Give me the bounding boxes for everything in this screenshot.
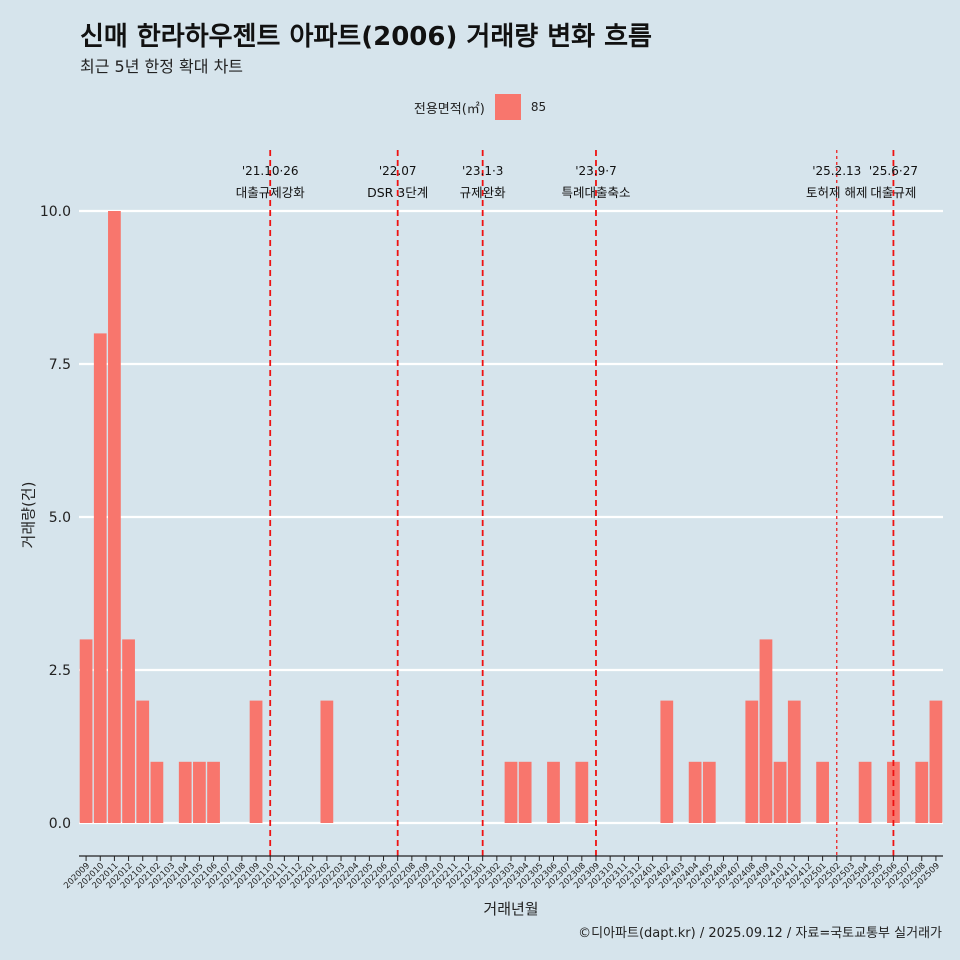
bar — [915, 761, 929, 823]
y-tick-label: 0.0 — [49, 816, 71, 832]
bar — [320, 700, 334, 823]
bar — [150, 761, 164, 823]
bar — [79, 639, 93, 823]
bar — [702, 761, 716, 823]
bar — [745, 700, 759, 823]
chart-subtitle: 최근 5년 한정 확대 차트 — [80, 57, 244, 76]
legend: 전용면적(㎡) 85 — [0, 92, 960, 122]
bar — [504, 761, 518, 823]
y-axis-label: 거래량(건) — [19, 481, 38, 549]
legend-key-label: 85 — [530, 100, 547, 114]
source-caption: ©디아파트(dapt.kr) / 2025.09.12 / 자료=국토교통부 실… — [578, 926, 942, 941]
bar — [688, 761, 702, 823]
y-tick-label: 5.0 — [49, 510, 71, 526]
bar — [108, 211, 121, 823]
bar — [178, 761, 192, 823]
bar — [858, 761, 872, 823]
annotation-date: '25.6·27 — [869, 164, 918, 178]
annotation-label: 토허제 해제 — [806, 185, 867, 200]
annotation-date: '21.10·26 — [242, 164, 299, 178]
bar — [122, 639, 135, 823]
annotation-label: 대출규제 — [870, 185, 916, 200]
bar — [207, 761, 220, 823]
legend-swatch — [494, 94, 521, 120]
bar — [660, 700, 674, 823]
bar — [773, 761, 787, 823]
annotation-label: DSR 3단계 — [367, 185, 428, 200]
annotation-label: 대출규제강화 — [236, 185, 306, 200]
annotation-label: 특례대출축소 — [561, 185, 630, 200]
y-tick-label: 10.0 — [40, 204, 71, 220]
bar — [136, 700, 150, 823]
annotation-date: '22.07 — [379, 164, 417, 178]
chart-title: 신매 한라하우젠트 아파트(2006) 거래량 변화 흐름 — [80, 22, 652, 52]
bar — [787, 700, 801, 823]
bar — [929, 700, 943, 823]
annotation-date: '25.2.13 — [812, 164, 861, 178]
bar — [249, 700, 263, 823]
bar — [575, 761, 589, 823]
legend-title: 전용면적(㎡) — [413, 101, 485, 117]
bar — [759, 639, 773, 823]
x-axis-label: 거래년월 — [483, 900, 539, 918]
annotation-date: '23.1·3 — [462, 164, 503, 178]
y-tick-label: 7.5 — [49, 357, 71, 373]
bar — [93, 333, 107, 823]
y-tick-label: 2.5 — [49, 663, 71, 679]
bar — [518, 761, 532, 823]
bar — [193, 761, 206, 823]
annotation-label: 규제완화 — [460, 185, 507, 200]
bar — [816, 761, 829, 823]
bar — [547, 761, 560, 823]
annotation-date: '23.9·7 — [575, 164, 616, 178]
